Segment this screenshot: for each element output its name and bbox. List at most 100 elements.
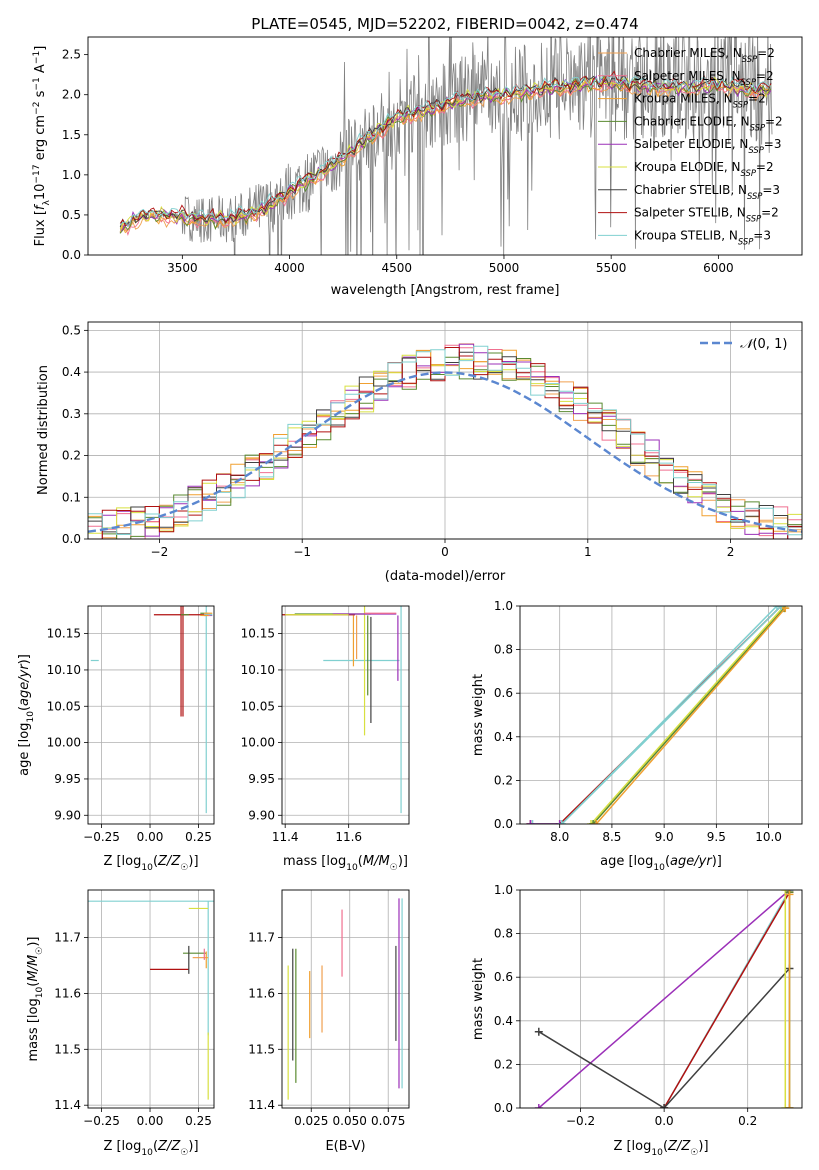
y-axis-label: age [log10(age/yr)] <box>17 654 36 776</box>
text-span: mass [log <box>283 854 346 869</box>
axes-frame <box>87 889 215 1109</box>
weight-line <box>538 967 791 1108</box>
y-tick-label: 1.0 <box>494 599 513 613</box>
x-tick-label: 9.0 <box>655 830 674 844</box>
weight-marker <box>781 890 790 894</box>
text-span: Chabrier ELODIE, N <box>634 114 750 128</box>
residuals-plot-area <box>88 343 802 539</box>
text-span: age/yr <box>17 663 32 706</box>
spectrum-plot-area <box>119 37 773 255</box>
x-tick-label: 9.5 <box>707 830 726 844</box>
observed-spectrum <box>119 37 773 255</box>
y-tick-label: 9.90 <box>248 808 275 822</box>
y-tick-label: 0.8 <box>494 643 513 657</box>
text-span: Z/Z <box>157 1139 181 1154</box>
text-span: 10 <box>35 987 45 999</box>
weight_vs_age-plot-area <box>526 606 792 824</box>
legend-entry: Kroupa MILES, NSSP=2 <box>634 92 766 110</box>
weight_vs_Z-plot-area <box>534 890 794 1108</box>
x-tick-label: 5000 <box>489 261 520 275</box>
text-span: =3 <box>753 228 771 242</box>
y-tick-label: 0.5 <box>62 323 81 337</box>
text-span: SSP <box>741 77 757 87</box>
text-span: )] <box>17 654 32 664</box>
text-span: A <box>33 64 48 77</box>
y-tick-label: 11.7 <box>248 931 275 945</box>
x-tick-label: −0.25 <box>83 830 120 844</box>
weight-marker <box>528 820 537 824</box>
y-tick-label: 9.95 <box>248 772 275 786</box>
text-span: ] <box>33 46 48 51</box>
text-span: age/yr <box>670 854 713 869</box>
x-tick-label: 0.025 <box>294 1114 328 1128</box>
weight-marker <box>534 1027 543 1036</box>
x-tick-label: −0.25 <box>83 1114 120 1128</box>
text-span: =3 <box>764 137 782 151</box>
y-tick-label: 0.0 <box>494 817 513 831</box>
x-tick-label: 1 <box>584 545 592 559</box>
text-span: Kroupa ELODIE, N <box>634 160 741 174</box>
legend-entry: Chabrier MILES, NSSP=2 <box>634 46 775 64</box>
text-span: M/M <box>26 955 41 982</box>
weight-line <box>663 891 791 1108</box>
text-span: erg cm <box>33 115 48 164</box>
axes-frame <box>281 889 410 1109</box>
text-span: Chabrier MILES, N <box>634 46 742 60</box>
model-spectrum-line <box>119 74 772 227</box>
axes-weight_vs_age: 8.0 8.5 9.0 9.5 10.0 0.0 0.2 0.4 0.6 0.8 1.0 age [l… <box>471 599 803 873</box>
y-axis-label: mass weight <box>471 674 486 756</box>
text-span: λ <box>42 200 52 206</box>
y-axis-label: Normed distribution <box>36 365 51 495</box>
x-axis-label: wavelength [Angstrom, rest frame] <box>331 283 560 298</box>
text-span: mass [log <box>26 998 41 1061</box>
x-tick-label: 0 <box>441 545 449 559</box>
text-span: =2 <box>756 69 774 83</box>
text-span: 10 <box>141 863 153 873</box>
text-span: (0, 1) <box>752 337 787 352</box>
text-span: )] <box>712 854 722 869</box>
x-tick-label: 11.4 <box>272 830 299 844</box>
x-tick-label: 3500 <box>167 261 198 275</box>
text-span: f <box>33 203 48 210</box>
normal-curve-line <box>88 371 802 533</box>
y-tick-label: 1.0 <box>62 168 81 182</box>
y-axis-label: Flux [fλ10−17 erg cm−2 s−1 A−1] <box>32 46 52 247</box>
y-tick-label: 11.4 <box>248 1098 275 1112</box>
y-tick-label: 0.6 <box>494 970 513 984</box>
x-axis-label: E(B-V) <box>325 1139 365 1154</box>
y-tick-label: 10.15 <box>47 627 81 641</box>
axes-mass_vs_EBV: 0.025 0.050 0.075 11.4 11.5 11.6 11.7 E(B-V) <box>248 889 410 1154</box>
text-span: SSP <box>750 122 766 132</box>
x-axis-label: Z [log10(Z/Z☉)] <box>103 854 198 873</box>
y-tick-label: 10.15 <box>241 627 275 641</box>
weight-marker <box>555 820 564 824</box>
text-span: SSP <box>741 168 757 178</box>
x-axis-label: Z [log10(Z/Z☉)] <box>103 1139 198 1158</box>
y-tick-label: 10.10 <box>47 663 81 677</box>
y-tick-label: 0.1 <box>62 490 81 504</box>
y-axis-label: mass [log10(M/M☉)] <box>26 937 45 1062</box>
text-span: )] <box>398 854 408 869</box>
y-tick-label: 0.2 <box>62 449 81 463</box>
age_vs_Z-plot-area <box>90 606 213 814</box>
text-span: =3 <box>762 183 780 197</box>
weight-line <box>561 606 782 824</box>
x-tick-label: 0.25 <box>185 830 212 844</box>
y-tick-label: 0.0 <box>62 248 81 262</box>
text-span: Salpeter STELIB, N <box>634 206 746 220</box>
text-span: age [log <box>600 854 653 869</box>
axes-frame <box>519 889 803 1109</box>
y-tick-label: 1.0 <box>494 883 513 897</box>
y-tick-label: 0.4 <box>494 730 513 744</box>
y-tick-label: 0.3 <box>62 407 81 421</box>
legend-entry: Salpeter ELODIE, NSSP=3 <box>634 137 782 155</box>
y-tick-label: 10.00 <box>241 736 275 750</box>
x-tick-label: 0.00 <box>137 830 164 844</box>
x-tick-label: 0.2 <box>738 1114 757 1128</box>
weight-marker <box>785 890 794 899</box>
y-tick-label: 10.00 <box>47 736 81 750</box>
y-tick-label: 0.0 <box>494 1101 513 1115</box>
x-tick-label: −2 <box>151 545 169 559</box>
legend: 𝒩(0, 1) <box>700 337 787 352</box>
